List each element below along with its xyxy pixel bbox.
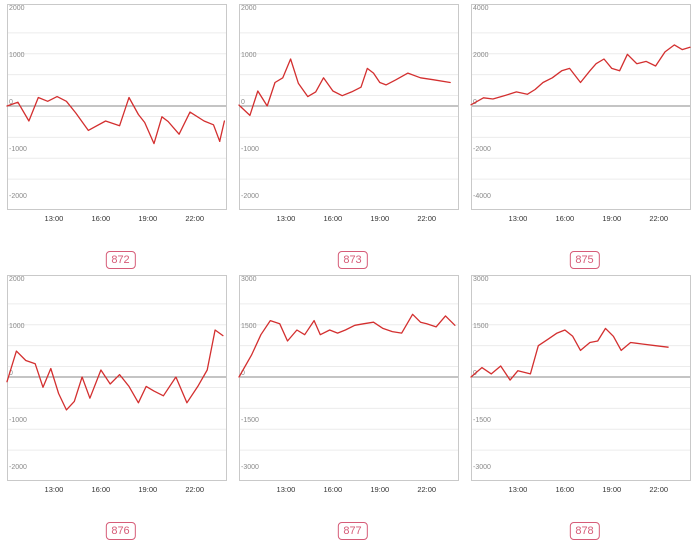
x-tick-label: 22:00 [417,485,436,494]
chart-frame [7,4,227,210]
y-tick-label: 1500 [473,323,489,330]
chart-876: 2000 1000 0 -1000 -2000 13:00 16:00 19:00 22:00 [6,275,227,494]
chart-panel-875: 4000 2000 0 -2000 -4000 13:00 16:00 19:00 22:00 8… [470,4,698,269]
series-line [6,329,224,411]
y-tick-label: 1500 [241,323,257,330]
x-tick-label: 19:00 [602,485,621,494]
x-tick-label: 19:00 [370,214,389,223]
chart-frame [471,4,691,210]
x-tick-label: 16:00 [555,485,574,494]
series-line [238,313,456,378]
y-tick-label: 3000 [241,276,257,283]
y-tick-label: 2000 [473,52,489,59]
x-tick-label: 19:00 [138,214,157,223]
chart-id-badge[interactable]: 875 [569,251,600,269]
chart-873: 2000 1000 0 -1000 -2000 13:00 16:00 19:00 22:00 [238,4,459,223]
series-line-tail [219,120,226,142]
x-tick-label: 19:00 [602,214,621,223]
y-tick-label: -2000 [9,464,27,471]
chart-panel-873: 2000 1000 0 -1000 -2000 13:00 16:00 19:00 22:00 8… [238,4,466,269]
y-tick-label: 0 [241,99,245,106]
y-tick-label: 2000 [241,5,257,12]
x-tick-label: 13:00 [45,485,64,494]
x-tick-label: 13:00 [509,485,528,494]
x-tick-label: 19:00 [370,485,389,494]
y-tick-label: -1500 [241,417,259,424]
chart-frame [239,275,459,481]
series-line [6,95,221,145]
y-tick-label: 0 [9,99,13,106]
chart-id-badge[interactable]: 877 [337,522,368,540]
x-tick-label: 16:00 [91,214,110,223]
chart-panel-876: 2000 1000 0 -1000 -2000 13:00 16:00 19:00 22:00 8… [6,275,234,540]
x-tick-label: 16:00 [323,485,342,494]
y-tick-label: -2000 [9,193,27,200]
y-tick-label: 0 [9,370,13,377]
series-line [470,327,669,381]
y-tick-label: -1500 [473,417,491,424]
y-tick-label: 4000 [473,5,489,12]
y-tick-label: 3000 [473,276,489,283]
y-tick-label: 2000 [9,5,25,12]
x-tick-label: 22:00 [649,485,668,494]
chart-panel-872: 2000 1000 0 -1000 -2000 13:00 16:00 19:00 22:00 8… [6,4,234,269]
chart-panel-877: 3000 1500 0 -1500 -3000 13:00 16:00 19:00 22:00 8… [238,275,466,540]
y-tick-label: 1000 [9,323,25,330]
x-tick-label: 16:00 [91,485,110,494]
series-line [238,58,451,117]
x-tick-label: 16:00 [555,214,574,223]
x-tick-label: 16:00 [323,214,342,223]
x-tick-label: 19:00 [138,485,157,494]
chart-panel-878: 3000 1500 0 -1500 -3000 13:00 16:00 19:00 22:00 8… [470,275,698,540]
y-tick-label: 1000 [9,52,25,59]
x-tick-label: 13:00 [277,214,296,223]
chart-id-badge[interactable]: 878 [569,522,600,540]
x-tick-label: 13:00 [45,214,64,223]
x-tick-label: 13:00 [277,485,296,494]
y-tick-label: -3000 [473,464,491,471]
y-tick-label: -1000 [241,146,259,153]
chart-872: 2000 1000 0 -1000 -2000 13:00 16:00 19:00 22:00 [6,4,227,223]
x-tick-label: 13:00 [509,214,528,223]
y-tick-label: -1000 [9,146,27,153]
x-tick-label: 22:00 [185,214,204,223]
y-tick-label: -1000 [9,417,27,424]
chart-id-badge[interactable]: 873 [337,251,368,269]
x-tick-label: 22:00 [417,214,436,223]
chart-id-badge[interactable]: 872 [105,251,136,269]
y-tick-label: 0 [241,370,245,377]
chart-frame [239,4,459,210]
series-line [470,44,691,106]
y-tick-label: 2000 [9,276,25,283]
y-tick-label: -4000 [473,193,491,200]
y-tick-label: -2000 [473,146,491,153]
y-tick-label: 1000 [241,52,257,59]
y-tick-label: -2000 [241,193,259,200]
x-tick-label: 22:00 [649,214,668,223]
y-tick-label: -3000 [241,464,259,471]
chart-877: 3000 1500 0 -1500 -3000 13:00 16:00 19:00 22:00 [238,275,459,494]
chart-id-badge[interactable]: 876 [105,522,136,540]
x-tick-label: 22:00 [185,485,204,494]
